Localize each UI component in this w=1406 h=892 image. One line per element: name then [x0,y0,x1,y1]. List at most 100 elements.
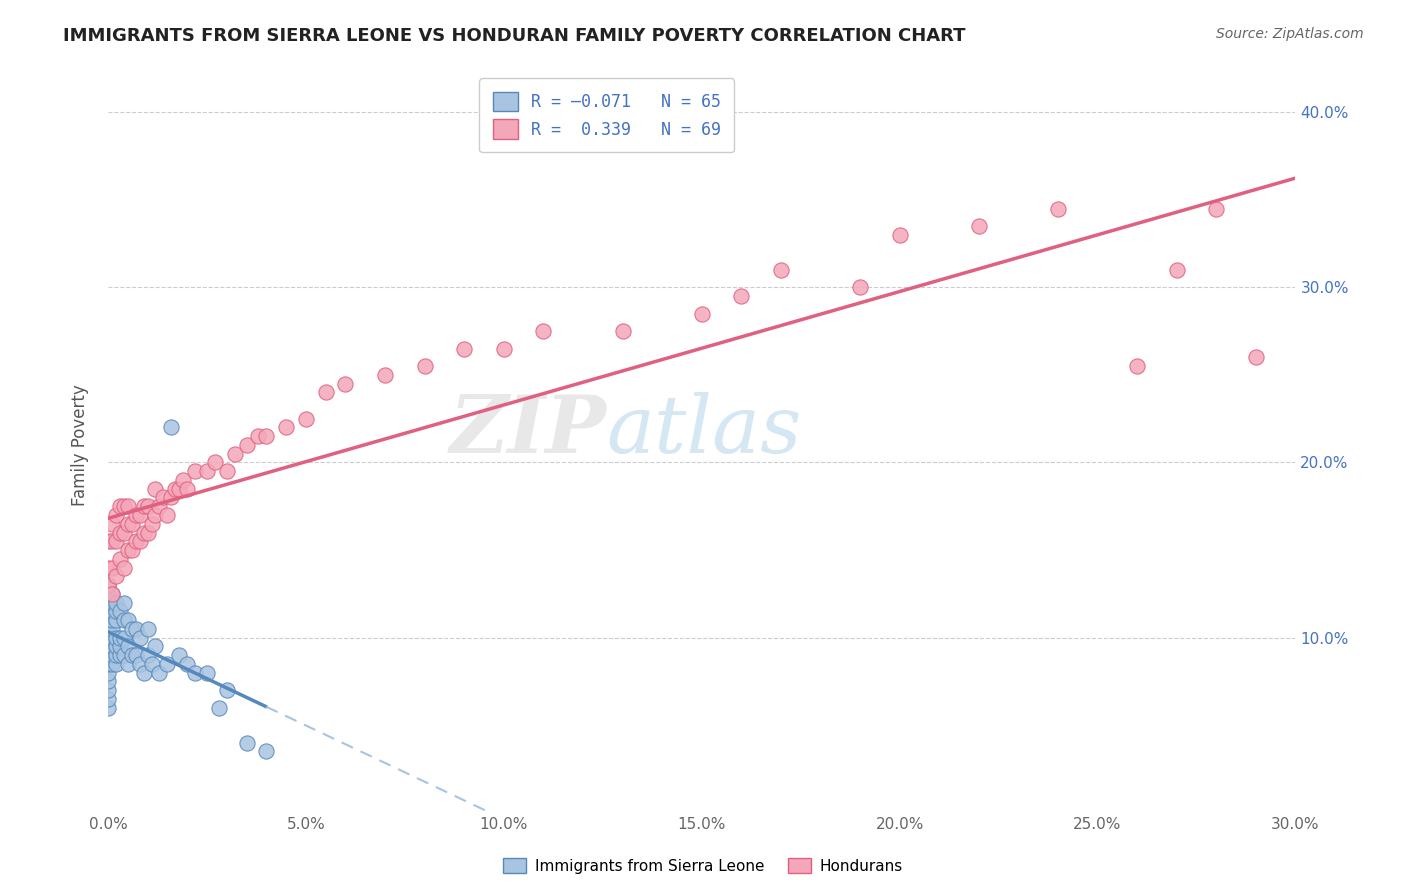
Legend: Immigrants from Sierra Leone, Hondurans: Immigrants from Sierra Leone, Hondurans [496,852,910,880]
Point [101,587,124,601]
Point [247,429,270,443]
Point [97,578,120,592]
Point [97,604,120,618]
Point [136,525,159,540]
Point [176,657,198,671]
Legend: R = –0.071   N = 65, R =  0.339   N = 69: R = –0.071 N = 65, R = 0.339 N = 69 [479,78,734,152]
Point [184,665,207,680]
Y-axis label: Family Poverty: Family Poverty [72,384,89,506]
Point [97,665,120,680]
Text: Source: ZipAtlas.com: Source: ZipAtlas.com [1216,27,1364,41]
Point [112,648,135,662]
Point [97,631,120,645]
Point [97,683,120,698]
Point [145,640,167,654]
Point [145,508,167,522]
Point [172,473,194,487]
Point [195,464,218,478]
Point [849,280,872,294]
Point [145,482,167,496]
Point [97,578,120,592]
Point [136,648,159,662]
Point [101,631,124,645]
Point [117,613,139,627]
Point [254,744,277,758]
Point [104,640,127,654]
Point [97,648,120,662]
Point [104,604,127,618]
Text: IMMIGRANTS FROM SIERRA LEONE VS HONDURAN FAMILY POVERTY CORRELATION CHART: IMMIGRANTS FROM SIERRA LEONE VS HONDURAN… [63,27,966,45]
Point [453,342,475,356]
Point [1126,359,1149,374]
Point [125,534,148,549]
Point [208,700,231,714]
Point [97,640,120,654]
Point [101,622,124,636]
Point [132,525,155,540]
Point [104,534,127,549]
Point [97,691,120,706]
Text: ZIP: ZIP [450,392,607,469]
Point [121,622,143,636]
Point [97,622,120,636]
Point [97,674,120,689]
Point [335,376,357,391]
Point [132,665,155,680]
Point [104,569,127,583]
Point [97,700,120,714]
Point [215,683,238,698]
Point [167,648,190,662]
Point [108,640,131,654]
Point [101,613,124,627]
Point [1166,263,1188,277]
Point [97,595,120,609]
Point [167,482,190,496]
Point [112,631,135,645]
Point [125,508,148,522]
Point [112,595,135,609]
Point [101,640,124,654]
Point [97,560,120,574]
Point [160,491,183,505]
Point [235,735,257,749]
Point [128,508,150,522]
Point [160,420,183,434]
Point [889,227,911,242]
Point [97,587,120,601]
Point [165,482,187,496]
Point [101,534,124,549]
Point [204,455,226,469]
Point [101,595,124,609]
Point [108,500,131,514]
Point [148,500,170,514]
Point [104,508,127,522]
Point [769,263,792,277]
Point [112,500,135,514]
Point [97,534,120,549]
Point [125,648,148,662]
Point [274,420,297,434]
Point [295,411,318,425]
Point [117,640,139,654]
Point [108,648,131,662]
Point [235,438,257,452]
Point [1205,202,1227,216]
Point [148,665,170,680]
Point [104,613,127,627]
Point [117,543,139,558]
Point [136,500,159,514]
Point [108,631,131,645]
Point [112,613,135,627]
Point [531,324,554,338]
Point [104,631,127,645]
Point [195,665,218,680]
Point [108,604,131,618]
Point [104,595,127,609]
Point [136,622,159,636]
Point [690,307,713,321]
Point [156,508,179,522]
Point [108,551,131,566]
Point [112,525,135,540]
Point [97,657,120,671]
Point [117,500,139,514]
